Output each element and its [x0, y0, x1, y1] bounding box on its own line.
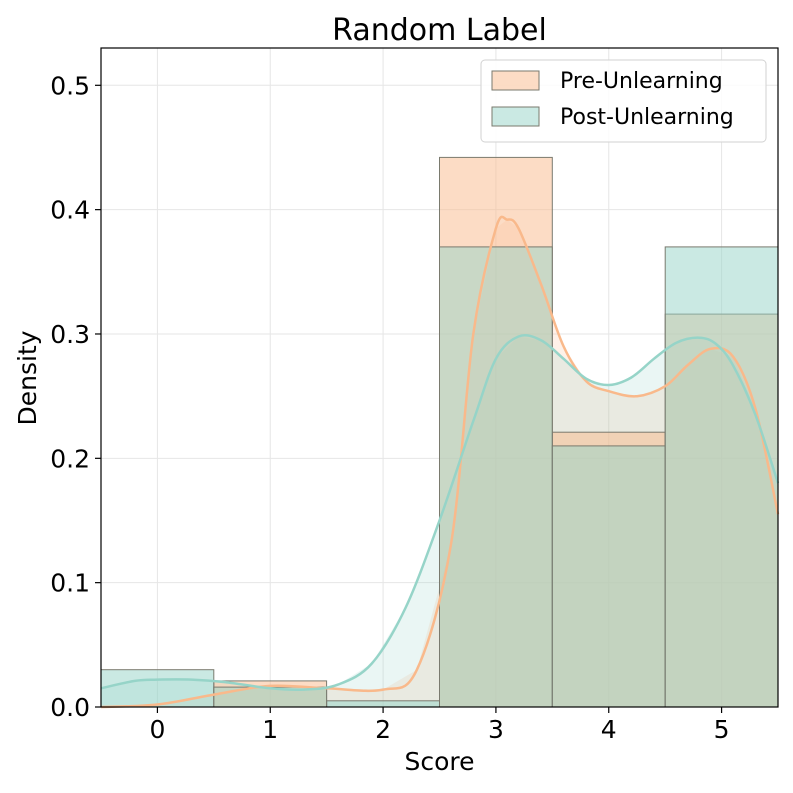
legend-frame	[480, 59, 767, 143]
bars	[100, 156, 779, 708]
x-tick-label: 3	[488, 715, 504, 744]
y-tick-label: 0.4	[50, 196, 90, 225]
legend-swatch-post-unlearning	[491, 106, 540, 127]
bar-post-4	[551, 445, 666, 708]
plot-frame	[100, 47, 779, 708]
y-tick-label: 0.1	[50, 569, 90, 598]
legend-label-pre-unlearning: Pre-Unlearning	[560, 69, 723, 94]
bar-post-2	[326, 700, 441, 708]
y-tick-label: 0.3	[50, 320, 90, 349]
x-tick-label: 2	[375, 715, 391, 744]
chart-title: Random Label	[332, 13, 547, 48]
x-tick-label: 0	[149, 715, 165, 744]
legend-label-post-unlearning: Post-Unlearning	[560, 105, 734, 130]
legend: Pre-Unlearning Post-Unlearning	[480, 59, 767, 143]
bar-post-3	[439, 246, 553, 708]
y-tick-label: 0.2	[50, 444, 90, 473]
bar-post-5	[664, 246, 779, 708]
y-tick-label: 0.5	[50, 71, 90, 100]
kde-line-1	[100, 334, 780, 692]
x-axis-label: Score	[404, 747, 474, 776]
y-tick-label: 0.0	[50, 693, 90, 722]
legend-swatch-pre-unlearning	[491, 70, 540, 91]
kde-lines	[100, 215, 780, 709]
x-tick-label: 5	[714, 715, 730, 744]
y-axis-label: Density	[13, 330, 42, 425]
bar-post-0	[100, 669, 215, 708]
x-tick-label: 1	[262, 715, 278, 744]
axis-ticks: 0 1 2 3 4 5 0.0 0.1 0.2 0.3 0.4 0.5	[50, 71, 729, 744]
x-tick-label: 4	[601, 715, 617, 744]
